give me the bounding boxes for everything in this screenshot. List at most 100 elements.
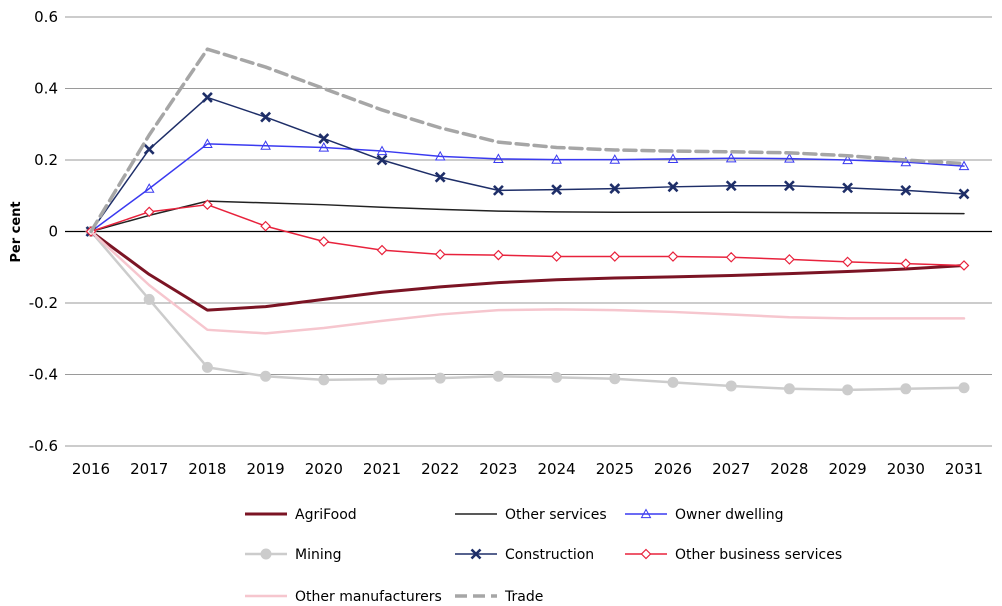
y-tick-label: -0.6	[29, 437, 58, 455]
data-point	[318, 236, 330, 247]
x-tick-label: 2023	[479, 460, 517, 478]
series-construction	[85, 92, 970, 237]
data-point	[260, 548, 272, 560]
x-tick-label: 2026	[654, 460, 692, 478]
y-axis-label: Per cent	[9, 201, 24, 262]
data-point	[493, 153, 504, 164]
y-tick-label: 0.6	[34, 8, 58, 26]
data-point	[725, 152, 737, 163]
data-point	[725, 251, 737, 263]
data-point	[958, 188, 970, 200]
y-tick-label: 0.2	[34, 151, 58, 169]
legend-label: Trade	[504, 589, 543, 605]
data-point	[842, 182, 854, 194]
data-point	[784, 254, 795, 265]
series-trade	[89, 47, 966, 234]
data-point	[958, 382, 970, 394]
legend-label: Other manufacturers	[295, 589, 442, 605]
marker-stroke	[201, 92, 213, 103]
data-point	[842, 154, 853, 165]
series-line	[90, 203, 965, 267]
legend-item: AgriFood	[245, 507, 357, 523]
data-point	[640, 508, 652, 519]
data-point	[609, 183, 621, 195]
data-point	[551, 184, 563, 196]
data-point	[143, 143, 155, 155]
marker-stroke	[492, 184, 504, 196]
marker-stroke	[434, 171, 446, 183]
series-group	[85, 47, 970, 396]
data-point	[260, 220, 271, 232]
data-point	[202, 199, 213, 211]
data-point	[376, 145, 388, 156]
legend-item: Owner dwelling	[625, 507, 784, 523]
legend-label: Owner dwelling	[675, 507, 784, 523]
data-point	[551, 371, 563, 383]
x-tick-label: 2027	[712, 460, 750, 478]
data-point	[667, 251, 679, 262]
legend-item: Mining	[245, 547, 342, 563]
series-line	[89, 47, 966, 234]
marker-stroke	[667, 181, 679, 193]
series-owner-dwelling	[85, 138, 970, 236]
data-point	[783, 383, 795, 395]
x-tick-label: 2029	[829, 460, 867, 478]
legend: AgriFood Other services Owner dwelling Mini…	[245, 507, 842, 605]
y-axis-ticks: 0.6 0.4 0.2 0 -0.2 -0.4 -0.6	[29, 8, 58, 455]
series-other-services	[90, 200, 965, 233]
marker-stroke	[376, 154, 388, 166]
marker-stroke	[842, 182, 854, 194]
x-tick-label: 2021	[363, 460, 401, 478]
data-point	[842, 384, 854, 396]
data-point	[667, 376, 679, 388]
data-point	[318, 374, 330, 386]
legend-item: Other manufacturers	[245, 589, 442, 605]
x-tick-label: 2016	[72, 460, 110, 478]
data-point	[202, 138, 213, 149]
data-point	[492, 370, 504, 382]
y-tick-label: 0	[48, 223, 58, 241]
x-tick-label: 2022	[421, 460, 459, 478]
data-point	[318, 133, 330, 144]
marker-stroke	[725, 180, 737, 192]
data-point	[900, 156, 912, 167]
marker-stroke	[551, 184, 563, 196]
data-point	[609, 251, 621, 262]
series-line	[90, 143, 965, 233]
series-other-manufacturers	[89, 230, 966, 335]
data-point	[492, 184, 504, 196]
x-tick-label: 2019	[247, 460, 285, 478]
legend-label: AgriFood	[295, 507, 357, 523]
data-point	[260, 370, 272, 382]
series-line	[89, 230, 966, 312]
data-point	[609, 154, 621, 164]
legend-label: Other business services	[675, 547, 842, 563]
data-point	[434, 249, 446, 260]
x-tick-label: 2030	[887, 460, 925, 478]
marker-stroke	[958, 188, 970, 200]
data-point	[493, 249, 504, 261]
data-point	[958, 160, 970, 171]
y-tick-label: -0.2	[29, 294, 58, 312]
y-tick-label: -0.4	[29, 366, 58, 384]
marker-stroke	[900, 184, 912, 196]
x-tick-label: 2028	[770, 460, 808, 478]
x-axis-ticks: 2016 2017 2018 2019 2020 2021 2022 2023 2024 2025…	[72, 460, 983, 478]
data-point	[551, 251, 562, 262]
data-point	[260, 140, 271, 150]
series-line	[90, 96, 965, 233]
marker-stroke	[143, 143, 155, 155]
series-line	[89, 230, 966, 335]
data-point	[640, 548, 652, 560]
data-point	[667, 153, 679, 164]
legend-item: Construction	[455, 547, 594, 563]
x-tick-label: 2020	[305, 460, 343, 478]
x-tick-label: 2024	[538, 460, 576, 478]
data-point	[551, 154, 562, 164]
series-mining	[85, 226, 970, 396]
x-tick-label: 2017	[130, 460, 168, 478]
marker-stroke	[783, 180, 795, 192]
data-point	[667, 181, 679, 193]
legend-label: Construction	[505, 547, 594, 563]
series-line	[89, 230, 966, 392]
